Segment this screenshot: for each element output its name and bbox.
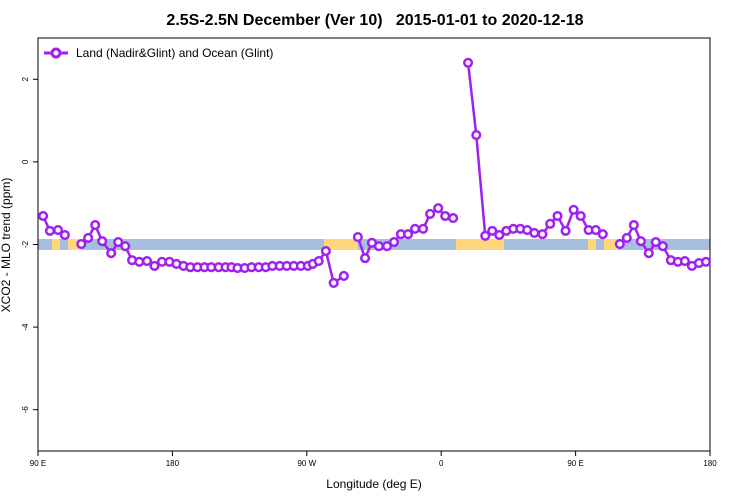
y-tick-label: 0 [21,159,30,164]
data-point [575,210,586,222]
data-point [381,241,393,252]
data-point [657,241,668,252]
x-axis-label: Longitude (deg E) [326,477,421,491]
x-tick-label: 180 [166,459,180,468]
data-point [59,229,70,241]
data-point [568,204,579,215]
land-band [52,239,60,250]
data-point [76,239,87,250]
data-point [149,260,160,272]
data-point [338,270,349,281]
data-point [52,224,64,236]
data-point [471,130,482,141]
land-band [604,239,618,250]
data-point [433,203,444,214]
data-point [700,256,712,267]
data-point [635,236,646,247]
data-point [106,248,117,259]
data-point [643,248,654,259]
y-tick-label: -2 [21,240,30,248]
land-band [588,239,596,250]
x-tick-label: 90 E [30,459,46,468]
data-point [328,277,339,288]
data-point [418,223,429,234]
data-point [494,229,505,241]
data-point [44,225,55,236]
legend-marker [50,47,62,59]
data-point [38,210,49,222]
data-point [373,241,384,252]
legend: Land (Nadir&Glint) and Ocean (Glint) [44,46,273,60]
data-point [402,229,414,240]
data-point [120,241,131,252]
data-point [113,236,124,248]
data-point [320,246,331,257]
data-point [480,230,491,241]
data-point [679,255,690,267]
data-point [134,256,145,267]
data-point [529,227,540,238]
data-point [560,225,571,236]
data-point [425,208,436,219]
data-point [487,225,498,236]
x-tick-label: 180 [703,459,717,468]
x-tick-label: 90 E [567,459,583,468]
y-tick-label: -6 [21,406,30,414]
data-point [590,224,601,236]
land-band [456,239,504,250]
data-point [440,210,451,222]
data-point [614,239,625,250]
x-tick-label: 90 W [297,459,316,468]
data-point [628,220,639,231]
land-band [324,239,358,250]
data-point [545,218,556,229]
data-point [388,236,400,248]
data-point [83,232,94,243]
data-point [448,213,459,224]
y-axis-label: XCO2 - MLO trend (ppm) [0,178,13,313]
y-tick-label: 2 [21,77,30,82]
legend-label: Land (Nadir&Glint) and Ocean (Glint) [76,46,273,60]
data-point [537,229,548,240]
land-band [68,239,82,250]
data-point [352,232,363,243]
x-tick-label: 0 [439,459,444,468]
data-point [650,236,661,248]
data-point [597,229,608,240]
data-point [359,253,371,264]
y-tick-label: -4 [21,323,30,331]
data-point [313,255,324,267]
data-point [141,255,153,267]
data-point [97,236,108,247]
data-point [410,223,421,234]
chart-title: 2.5S-2.5N December (Ver 10) 2015-01-01 t… [166,12,583,29]
data-point [463,57,474,68]
data-point [90,220,101,231]
data-point [621,232,632,243]
data-point [552,210,563,222]
